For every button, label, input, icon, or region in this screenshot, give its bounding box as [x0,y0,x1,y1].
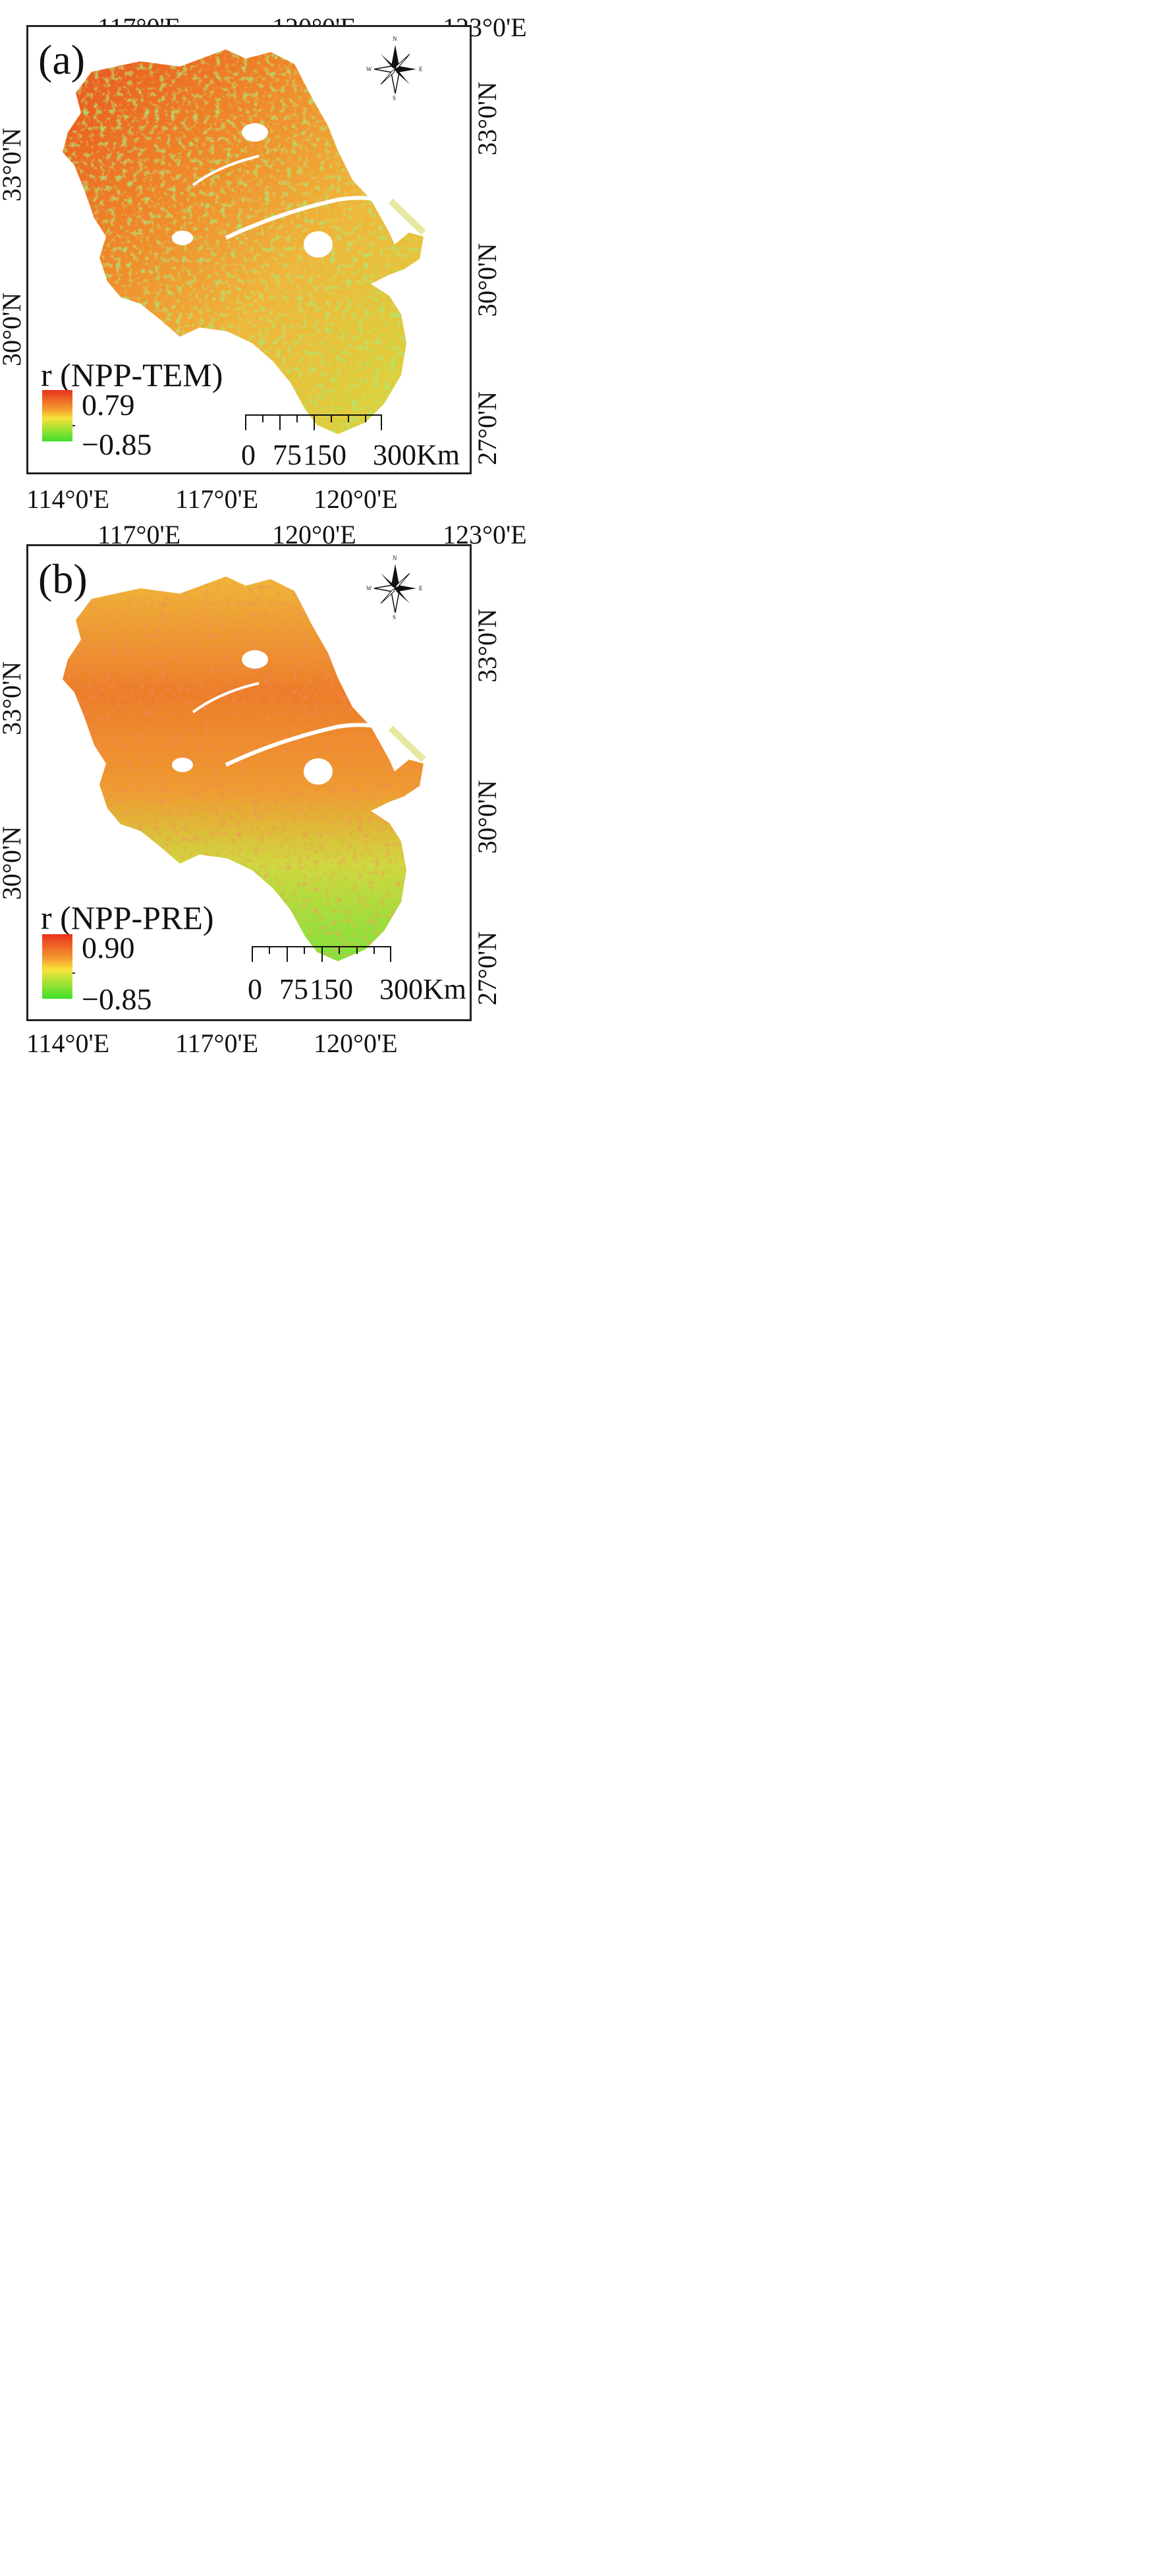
right-lat-tick: 30°0'N [472,779,502,854]
river-line [192,682,260,714]
scale-label: 0 [248,973,262,1005]
north-arrow-icon: N S W E [366,36,423,101]
legend-colorbar [42,934,72,999]
river-line [192,155,260,186]
legend-tick [72,425,75,426]
right-lat-tick: 33°0'N [472,81,502,156]
legend-max: 0.90 [82,931,135,965]
right-lat-tick: 33°0'N [472,608,502,683]
compass-e: E [419,66,423,72]
top-lon-tick: 123°0'E [443,520,527,549]
river-line [225,196,399,240]
legend-tick [72,972,75,974]
legend-min: −0.85 [82,982,152,1016]
region-shape-a [63,49,424,434]
right-lat-tick: 30°0'N [472,242,502,318]
estuary-shape [388,198,426,235]
map-frame-b [26,544,472,1021]
scale-unit: Km [423,973,466,1005]
lake-shape [172,231,193,245]
lake-shape [242,650,268,669]
legend-colorbar [42,390,72,441]
compass-s: S [393,95,397,101]
bottom-lon-tick: 114°0'E [26,484,110,514]
top-lon-tick: 117°0'E [97,520,181,549]
legend-title: r (NPP-TEM) [41,356,223,393]
top-lon-tick: 120°0'E [272,520,356,549]
scale-label: 75 [279,973,308,1005]
scale-ticks [245,414,383,430]
left-lat-tick: 33°0'N [0,661,26,736]
compass-n: N [393,555,397,561]
region-shape-b [63,576,424,961]
compass-e: E [419,585,423,592]
north-arrow-icon: N S W E [366,555,423,621]
scale-label: 300 [373,439,416,471]
lake-shape [304,758,333,785]
left-lat-tick: 33°0'N [0,127,26,202]
right-lat-tick: 27°0'N [472,931,502,1006]
river-line [225,723,399,767]
scale-label: 75 [273,439,302,471]
bottom-lon-tick: 114°0'E [26,1028,110,1058]
bottom-lon-tick: 120°0'E [314,484,398,514]
bottom-lon-tick: 117°0'E [175,484,259,514]
scale-label: 300 [379,973,423,1005]
lake-shape [304,231,333,258]
compass-w: W [366,585,372,592]
scale-ticks [252,946,393,962]
panel-label: (a) [38,36,86,83]
scale-label: 150 [303,439,346,471]
bottom-lon-tick: 117°0'E [175,1028,259,1058]
compass-n: N [393,36,397,42]
compass-s: S [393,614,397,621]
legend-min: −0.85 [82,428,152,461]
legend-max: 0.79 [82,388,135,422]
lake-shape [172,758,193,772]
left-lat-tick: 30°0'N [0,826,26,901]
map-frame-a [26,25,472,474]
compass-w: W [366,66,372,72]
scale-label: 0 [241,439,256,471]
map-raster-b [63,576,426,961]
bottom-lon-tick: 120°0'E [314,1028,398,1058]
legend-title: r (NPP-PRE) [41,899,214,936]
scale-unit: Km [416,439,460,471]
estuary-shape [388,725,426,762]
left-lat-tick: 30°0'N [0,292,26,367]
map-raster-a [63,49,426,434]
panel-label: (b) [38,555,88,602]
right-lat-tick: 27°0'N [472,391,502,466]
lake-shape [242,123,268,142]
scale-label: 150 [310,973,353,1005]
